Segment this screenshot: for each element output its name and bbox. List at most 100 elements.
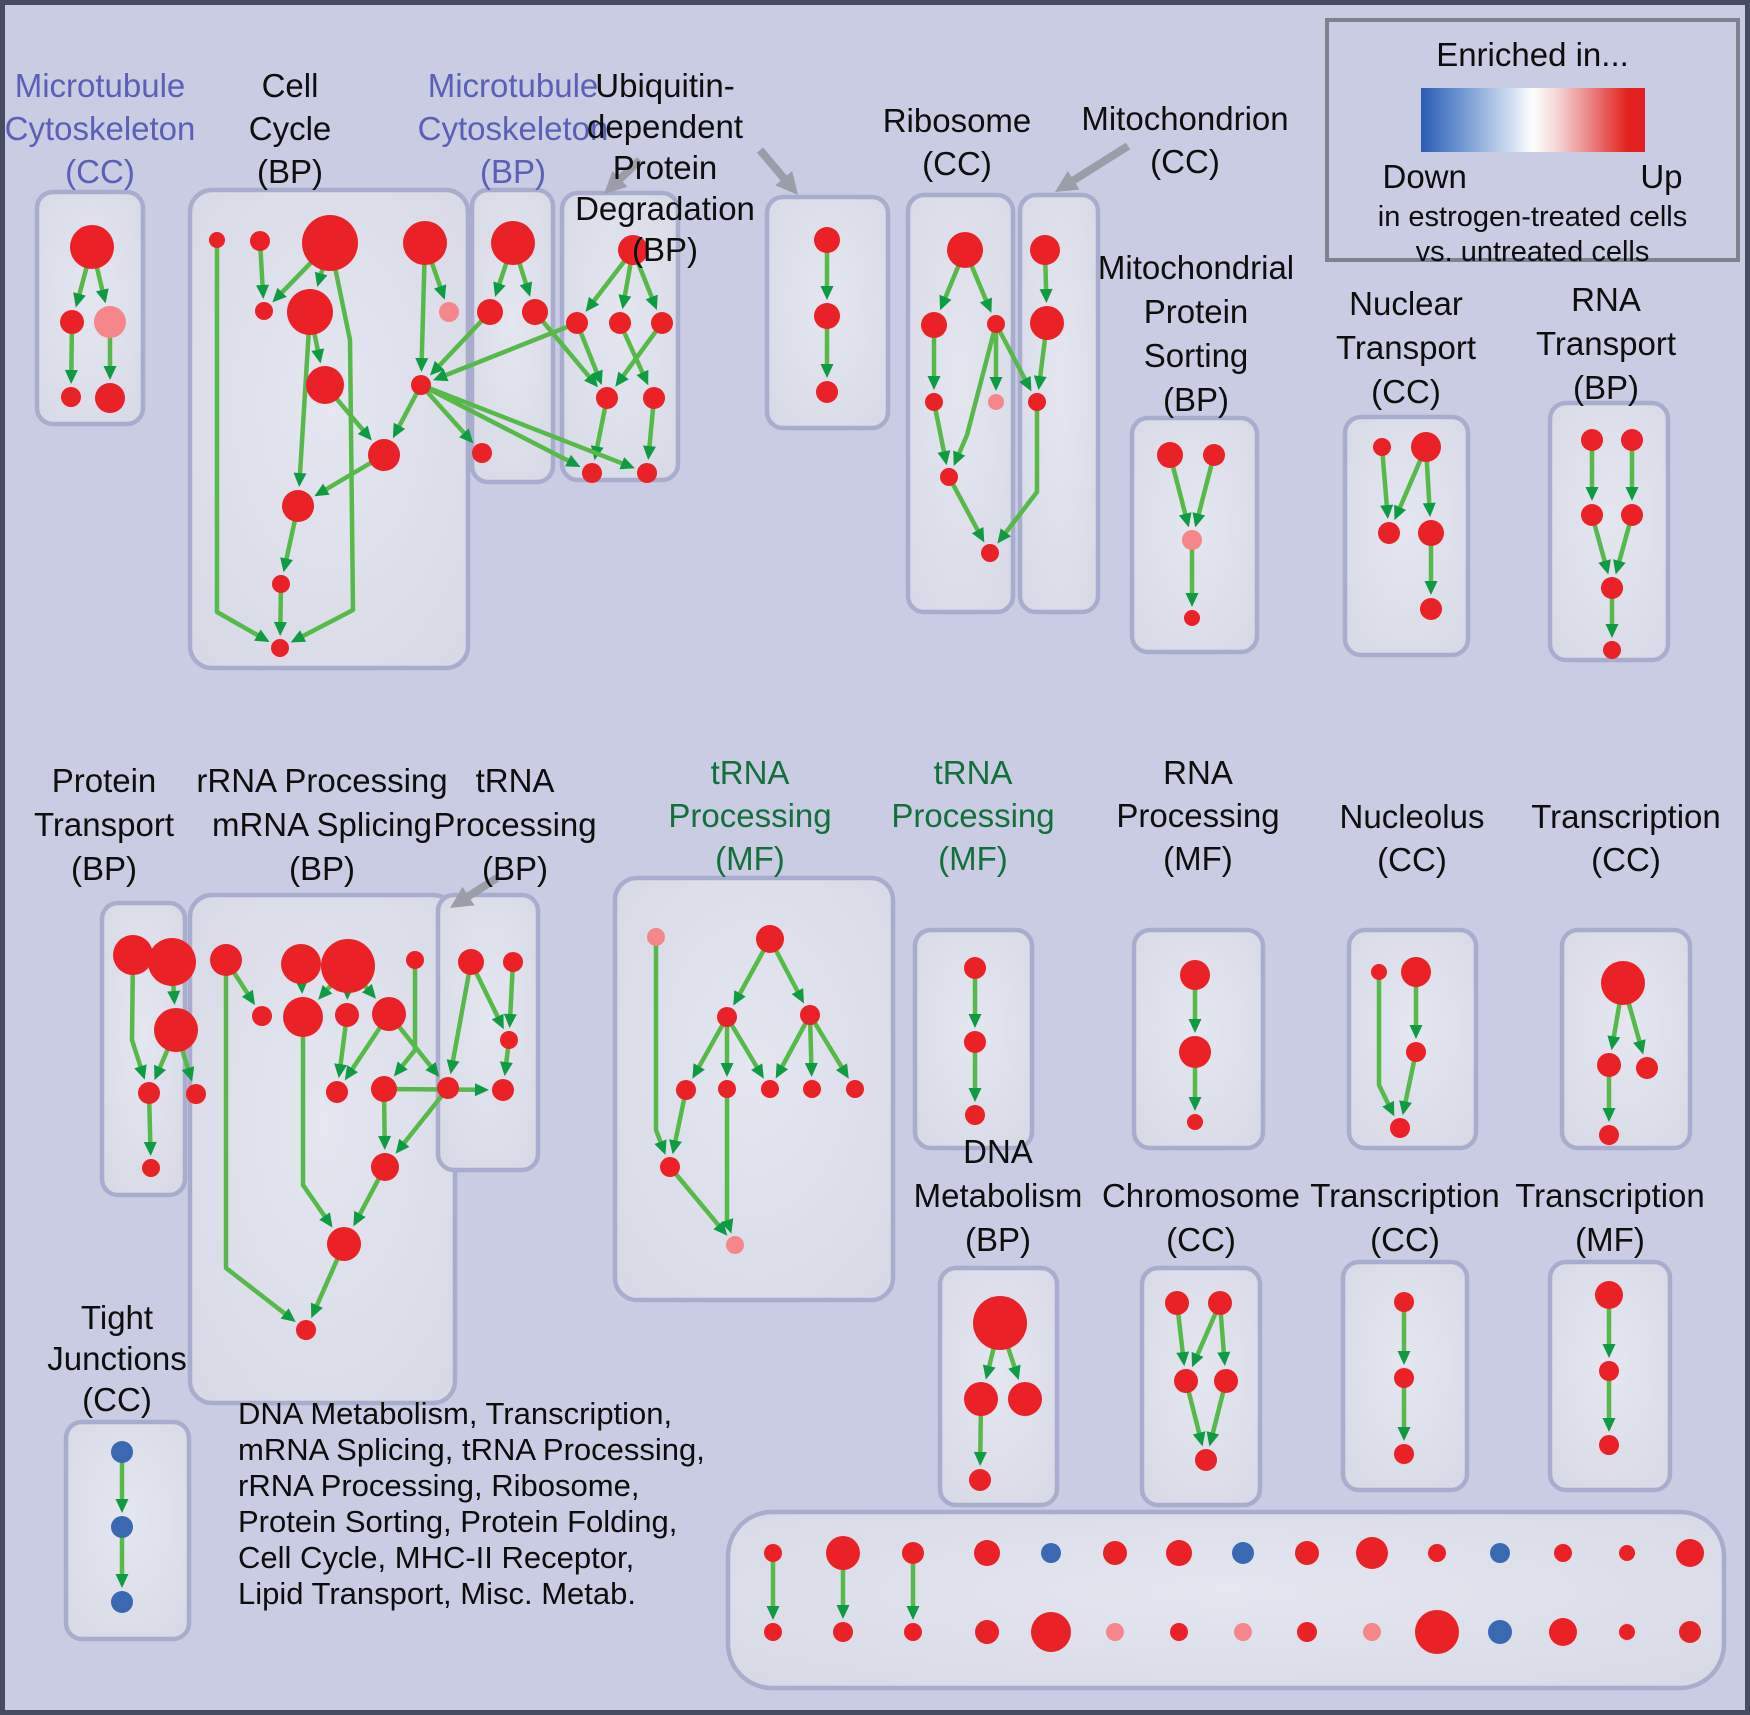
node-trna_bp-A [458, 949, 484, 975]
edge-rna_t-t1-m1-head [1585, 487, 1599, 501]
edge-ribosome-t-lc-head [939, 294, 952, 311]
node-misc-b12 [1488, 1620, 1512, 1644]
node-mt_cc-t [70, 225, 114, 269]
node-tight_j-n3 [111, 1591, 133, 1613]
edge-trna_mf_big-L-q3 [725, 1015, 761, 1071]
edge-cell_cycle-i-ubiq_a-L2 [420, 382, 626, 467]
node-cell_cycle-g [439, 302, 459, 322]
edge-rrna-r4-t2-head [393, 1061, 408, 1077]
node-nuc_t-s [1373, 438, 1391, 456]
edge-rrna-s2-v1-head [319, 1212, 333, 1228]
node-trna_mf_small-n3 [965, 1105, 985, 1125]
cluster-label-mt_bp: Microtubule Cytoskeleton (BP) [417, 66, 609, 190]
edge-trna_bp-C-E-head [499, 1061, 513, 1077]
node-ubiq_b-n3 [816, 381, 838, 403]
cluster-label-rna_t: RNA Transport (BP) [1536, 281, 1676, 406]
node-trna_mf_big-q1 [676, 1080, 696, 1100]
cluster-label-tr_cc_mid: Transcription (CC) [1531, 797, 1721, 878]
label-pointer-arrow-3-head [450, 886, 475, 908]
edge-tight_j-n2-n3-head [115, 1574, 129, 1588]
edge-rrna-r1-w1 [223, 960, 289, 1318]
edge-ubiq_a-c3-m1 [619, 321, 664, 380]
node-nuc_t-lR [1418, 520, 1444, 546]
node-misc-b6 [1106, 1623, 1124, 1641]
edge-rna_mf-n1-n2-head [1188, 1019, 1202, 1033]
edge-nuc_t-s-lL-head [1380, 504, 1394, 520]
node-misc-a9 [1295, 1541, 1319, 1565]
edge-pt-b2-mid-head [167, 990, 181, 1006]
legend-caption-line2: vs. untreated cells [1415, 236, 1650, 268]
node-mt_cc-c1 [60, 310, 84, 334]
edge-nuc_t-lR-bt-head [1424, 581, 1438, 595]
edge-mt_bp-t-c2-head [519, 281, 533, 297]
node-rna_t-t2 [1621, 429, 1643, 451]
edge-trna_mf_big-R-q3-head [775, 1063, 789, 1079]
label-pointer-arrow-0-head [604, 170, 628, 194]
node-chromosome-lf [1195, 1449, 1217, 1471]
edge-cell_cycle-i-ubiq_a-L1-head [565, 454, 581, 468]
edge-trna_bp-A-D-head [446, 1059, 460, 1075]
node-misc-a2 [826, 1536, 860, 1570]
node-mt_bp-lf [472, 443, 492, 463]
edge-trna_bp-A-C-head [491, 1013, 504, 1030]
node-misc-b1 [764, 1623, 782, 1641]
node-misc-a14 [1619, 1545, 1635, 1561]
edge-chromosome-m1-lf-head [1192, 1431, 1206, 1447]
edge-trna_mf_small-n2-n3-head [968, 1088, 982, 1102]
node-dna_met-c1 [964, 1382, 998, 1416]
cluster-box-mito [1017, 192, 1101, 615]
edge-misc-a1-b1-head [766, 1606, 780, 1620]
edge-cell_cycle-i-j-head [392, 422, 406, 439]
edge-dna_met-c1-lf-head [973, 1451, 987, 1467]
node-misc-b3 [904, 1623, 922, 1641]
edge-trna_mf_big-L-q2-head [720, 1063, 734, 1077]
edge-trna_mf_big-R-q4-head [804, 1062, 818, 1078]
node-cell_cycle-i [411, 375, 431, 395]
node-pt-b2 [148, 938, 196, 986]
node-rrna-s3 [335, 1003, 359, 1027]
edge-cell_cycle-f-h-head [311, 348, 325, 364]
node-cell_cycle-k [282, 490, 314, 522]
cluster-label-nuc_t: Nuclear Transport (CC) [1336, 285, 1476, 410]
edge-ubiq_b-n1-n2-head [820, 286, 834, 300]
node-ubiq_a-t [618, 235, 648, 265]
node-misc-b13 [1549, 1618, 1577, 1646]
edge-ribosome-mg-bt-head [971, 527, 985, 543]
node-pt-lf [142, 1159, 160, 1177]
edge-ubiq_b-n2-n3-head [820, 364, 834, 378]
edge-chromosome-t2-m2-head [1217, 1351, 1231, 1367]
node-trna_bp-E [492, 1079, 514, 1101]
node-misc-a15 [1676, 1539, 1704, 1567]
cluster-label-trna_mf_small: tRNA Processing (MF) [891, 753, 1055, 877]
node-trna_mf_small-n2 [964, 1031, 986, 1053]
node-ribosome-lc [921, 312, 947, 338]
edge-trna_mf_big-q1-mg-head [669, 1139, 682, 1155]
edge-ribosome-lc-lm-head [927, 376, 941, 390]
edge-rrna-t2-trna_bp-E-head [474, 1083, 490, 1097]
node-trna_mf_big-q2 [718, 1080, 736, 1098]
edge-ubiq_a-c2-m2-head [636, 369, 649, 386]
node-rna_mf-n1 [1180, 960, 1210, 990]
edge-rna_mf-n2-n3-head [1188, 1097, 1202, 1111]
cluster-label-ribosome: Ribosome (CC) [882, 101, 1032, 182]
node-tr_cc_mid-c2 [1636, 1057, 1658, 1079]
node-mt_cc-l1 [61, 387, 81, 407]
node-rrna-s4 [372, 997, 406, 1031]
edge-pt-b1-ch-head [134, 1064, 147, 1080]
edge-trna_mf_big-q2-bp-head [720, 1218, 734, 1234]
node-misc-a1 [764, 1544, 782, 1562]
node-tr_cc_bot-n3 [1394, 1444, 1414, 1464]
cluster-label-pt: Protein Transport (BP) [34, 762, 174, 887]
edge-mt_cc-c2-l2-head [103, 366, 117, 380]
cluster-label-mps: Mitochondrial Protein Sorting (BP) [1097, 249, 1295, 418]
node-mt_bp-c2 [522, 299, 548, 325]
edge-nuc_t-b-lL-head [1394, 504, 1407, 521]
node-cell_cycle-h [306, 366, 344, 404]
edge-rrna-s3-t1-head [334, 1063, 348, 1079]
cluster-box-rna_t [1547, 400, 1671, 663]
cluster-label-tight_j: Tight Junctions (CC) [47, 1298, 187, 1418]
edge-cell_cycle-a-m-head [254, 629, 270, 643]
node-mito-m3 [1028, 393, 1046, 411]
node-trna_mf_small-n1 [964, 957, 986, 979]
cluster-label-mt_cc: Microtubule Cytoskeleton (CC) [4, 66, 196, 190]
